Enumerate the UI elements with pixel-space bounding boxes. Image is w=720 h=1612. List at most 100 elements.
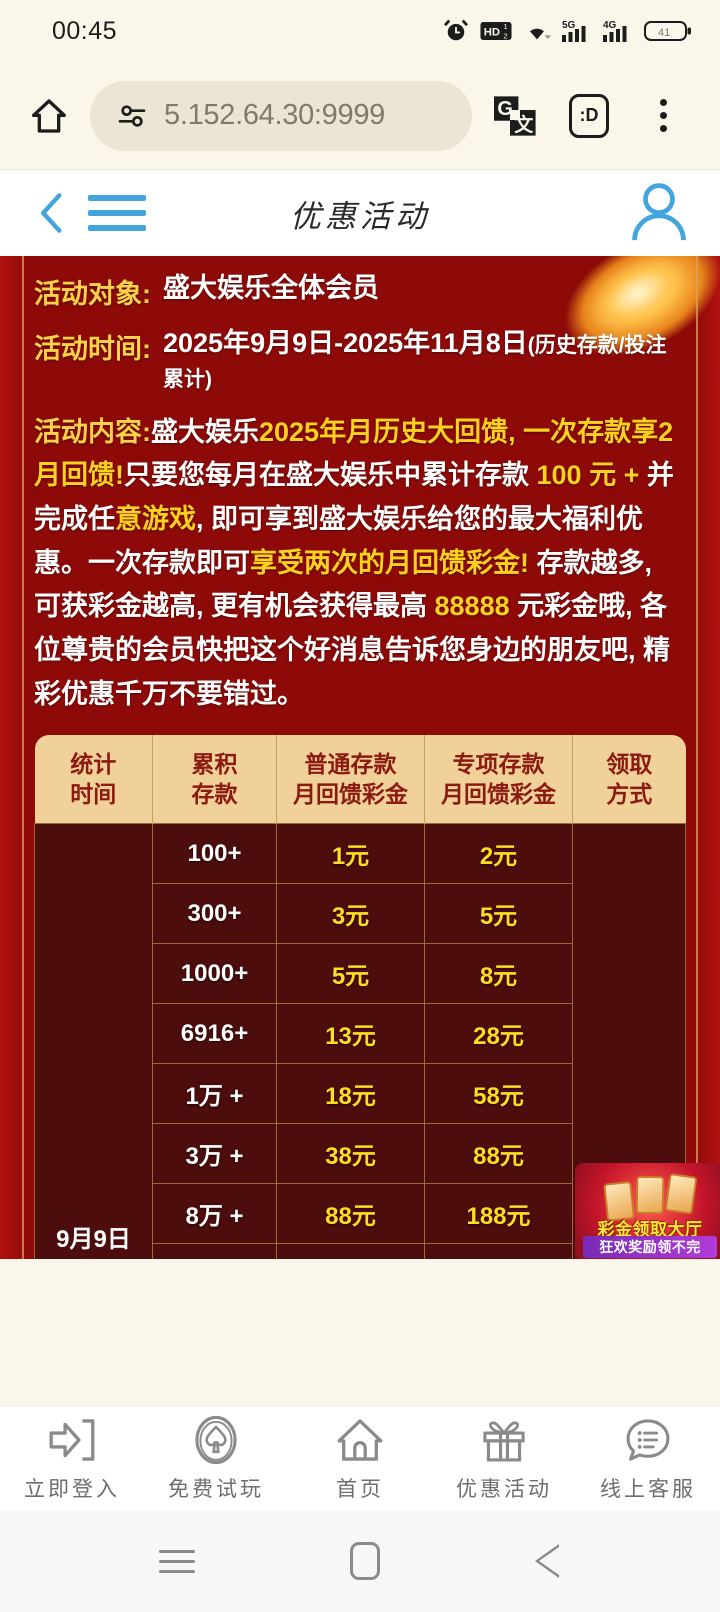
spade-trial-icon: [195, 1415, 237, 1464]
cell-deposit: 100+: [152, 823, 277, 885]
account-button[interactable]: [628, 180, 690, 247]
cell-special-bonus: 188元: [424, 1183, 573, 1245]
bottom-nav-label: 线上客服: [600, 1476, 696, 1501]
google-translate-icon: G 文: [494, 95, 536, 135]
table-row: 8万 +88元 188元: [35, 1183, 686, 1245]
table-row: 1万 +18元 58元: [35, 1063, 686, 1125]
recents-icon: [159, 1549, 195, 1553]
bottom-nav-item-promotions[interactable]: 优惠活动: [432, 1414, 576, 1503]
cell-normal-bonus: 13元: [276, 1003, 425, 1065]
table-row: 300+ 3元 5元: [35, 883, 686, 945]
cell-normal-bonus: 3元: [276, 883, 425, 945]
svg-text:5G: 5G: [562, 20, 576, 31]
bottom-nav-label: 首页: [336, 1476, 384, 1501]
bottom-nav-label: 优惠活动: [456, 1476, 552, 1501]
battery-level: 41: [658, 27, 670, 39]
status-bar-time: 00:45: [52, 16, 118, 45]
svg-text:G: G: [497, 98, 513, 120]
promo-content-segment: , 即可享到盛大娱乐给您的最大福利优惠。一次存款即可: [34, 503, 644, 578]
promo-time-value: 2025年9月9日-2025年11月8日: [163, 328, 528, 358]
promo-content-segment: 只要您每月在盛大娱乐中累计存款: [124, 460, 537, 491]
customer-service-icon: [626, 1418, 670, 1461]
recents-button[interactable]: [159, 1549, 195, 1573]
home-button[interactable]: [18, 96, 80, 136]
column-header-period: 统计 时间: [34, 734, 153, 824]
site-settings-icon[interactable]: [116, 100, 148, 132]
cell-deposit: 300+: [152, 883, 277, 945]
5g-signal-icon: 5G: [562, 20, 586, 42]
tab-count-badge: :D: [569, 93, 609, 138]
column-header-normal-bonus: 普通存款 月回馈彩金: [276, 734, 425, 824]
cell-deposit: 8万 +: [152, 1183, 277, 1245]
chevron-left-icon: [41, 193, 62, 233]
banner-title: 彩金领取大厅: [597, 1219, 703, 1239]
site-header: 优惠活动: [0, 170, 720, 256]
4g-signal-icon: 4G: [603, 20, 627, 42]
table-header-row: 统计 时间 累积 存款 普通存款 月回馈彩金 专项存款 月回馈彩金: [34, 734, 686, 824]
browser-menu-button[interactable]: [626, 99, 700, 132]
bottom-nav-label: 立即登入: [24, 1476, 120, 1501]
cell-special-bonus: 8元: [424, 943, 573, 1005]
url-text[interactable]: 5.152.64.30:9999: [164, 99, 385, 131]
cell-special-bonus: 5元: [424, 883, 573, 945]
table-row: 20万 +388元588元: [35, 1243, 686, 1259]
battery-icon: 41: [644, 21, 691, 41]
rebate-table-wrap: 统计 时间 累积 存款 普通存款 月回馈彩金 专项存款 月回馈彩金: [34, 734, 720, 1259]
svg-text:1: 1: [504, 22, 508, 31]
bottom-nav-item-free-trial[interactable]: 免费试玩: [144, 1414, 288, 1503]
period-line: 9月9日: [56, 1225, 131, 1253]
cell-normal-bonus: 5元: [276, 943, 425, 1005]
rebate-table-head: 统计 时间 累积 存款 普通存款 月回馈彩金 专项存款 月回馈彩金: [34, 734, 686, 824]
browser-toolbar: 5.152.64.30:9999 G 文 :D: [0, 62, 720, 170]
table-row: 6916+ 13元 28元: [35, 1003, 686, 1065]
promo-content-segment: 元彩金哦, 各位尊贵的会员快把这个好消息告诉您身边的朋友吧, 精彩优惠千万不要错…: [34, 591, 671, 709]
user-avatar-icon: [632, 182, 686, 240]
hd-voice-icon: HD 1 2: [480, 22, 512, 41]
url-bar[interactable]: 5.152.64.30:9999: [90, 80, 472, 151]
promo-content-value: 盛大娱乐2025年月历史大回馈, 一次存款享2月回馈!只要您每月在盛大娱乐中累计…: [34, 417, 674, 709]
bottom-nav-item-login[interactable]: 立即登入: [0, 1414, 144, 1503]
cell-deposit: 3万 +: [152, 1123, 277, 1185]
promo-target-label: 活动对象:: [34, 279, 151, 309]
translate-button[interactable]: G 文: [478, 92, 552, 140]
svg-text:文: 文: [514, 112, 534, 135]
bottom-nav-item-home[interactable]: 首页: [288, 1414, 432, 1503]
column-header-special-bonus: 专项存款 月回馈彩金: [424, 734, 573, 824]
cell-special-bonus: 588元: [424, 1243, 573, 1259]
promo-content-segment: 100 元 +: [536, 460, 640, 491]
claim-hall-banner[interactable]: 彩金领取大厅 狂欢奖励领不完: [575, 1162, 720, 1259]
promo-content-segment: 存款越多, 可获彩金越高, 更有机会获得最高: [34, 547, 653, 622]
promo-content-segment: 并完成任: [34, 460, 674, 534]
table-row: 3万 +38元 88元: [35, 1123, 686, 1185]
table-row: 9月9日至11月8日(美东时间)100+1元2元彩金领取大厅狂欢奖励领不完【彩金…: [34, 823, 720, 1259]
wifi-icon: [530, 28, 551, 40]
gift-icon: [483, 1420, 525, 1461]
bottom-nav-label: 免费试玩: [168, 1476, 264, 1501]
promo-time-row: 活动时间: 2025年9月9日-2025年11月8日(历史存款/投注累计): [34, 327, 686, 395]
tab-switcher-button[interactable]: :D: [552, 93, 626, 138]
bottom-navigation-bar: 立即登入 免费试玩 首页 优惠活动 线上客服: [0, 1405, 720, 1510]
cell-deposit: 1万 +: [152, 1063, 277, 1125]
home-icon: [31, 98, 67, 133]
back-triangle-icon[interactable]: [535, 1544, 561, 1578]
promo-time-label: 活动时间:: [34, 334, 151, 364]
cell-special-bonus: 28元: [424, 1003, 573, 1065]
cell-deposit: 1000+: [152, 943, 277, 1005]
house-icon: [337, 1418, 383, 1461]
cell-special-bonus: 58元: [424, 1063, 573, 1125]
cell-normal-bonus: 1元: [276, 823, 425, 885]
alarm-icon: [444, 20, 468, 41]
status-bar-icons: HD 1 2 5G 4G 41: [443, 18, 692, 44]
promotion-text-block: 活动对象: 盛大娱乐全体会员 活动时间: 2025年9月9日-2025年11月8…: [0, 256, 720, 717]
bottom-nav-item-support[interactable]: 线上客服: [576, 1414, 720, 1503]
hamburger-menu-button[interactable]: [88, 195, 146, 231]
cell-deposit: 20万 +: [152, 1243, 277, 1259]
promo-content-row: 活动内容: 盛大娱乐2025年月历史大回馈, 一次存款享2月回馈!只要您每月在盛…: [34, 411, 686, 717]
table-row: 1000+ 5元 8元: [35, 943, 686, 1005]
banner-subtitle: 狂欢奖励领不完: [583, 1235, 717, 1258]
promo-target-value: 盛大娱乐全体会员: [163, 273, 379, 303]
svg-text:4G: 4G: [603, 20, 617, 31]
android-navigation-bar: [0, 1510, 720, 1612]
home-square-icon[interactable]: [350, 1542, 380, 1580]
back-button[interactable]: [30, 191, 74, 235]
